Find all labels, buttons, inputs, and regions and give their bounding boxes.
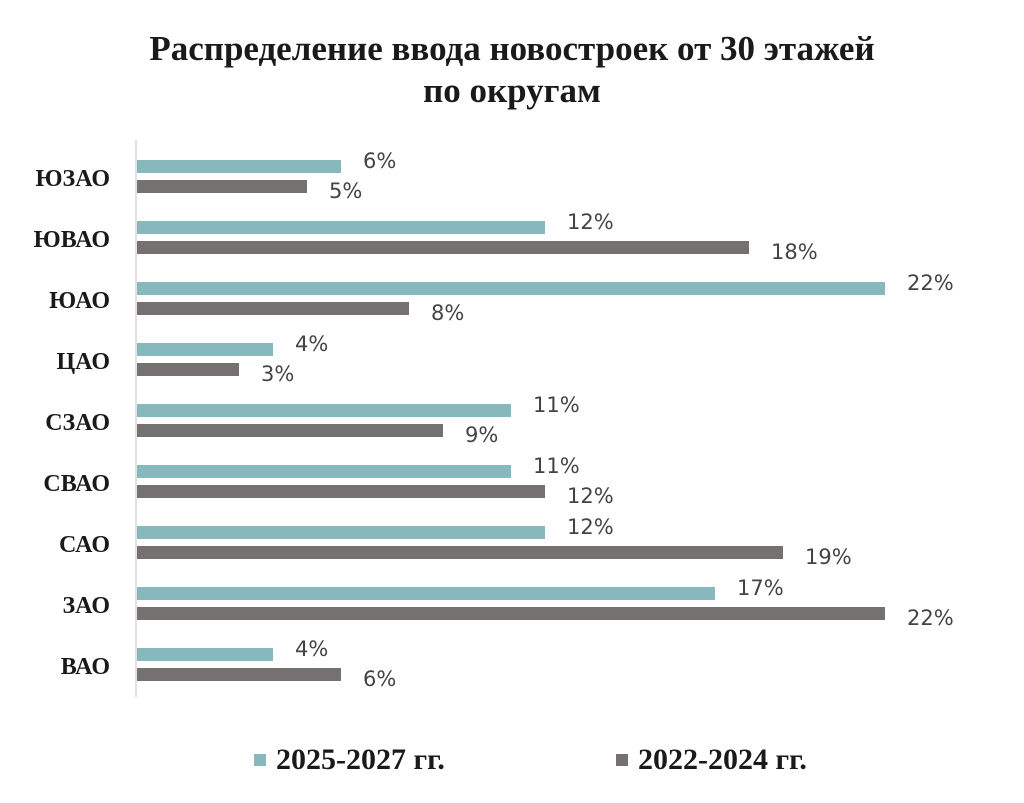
data-label-сао-series-1: 12% — [567, 515, 614, 539]
data-label-цао-series-1: 4% — [295, 332, 328, 356]
legend-item-2022-2024: 2022-2024 гг. — [616, 738, 807, 782]
bar-свао-series-1 — [137, 465, 511, 478]
category-label-вао: ВАО — [61, 654, 110, 680]
chart-title: Распределение ввода новостроек от 30 эта… — [0, 28, 1024, 112]
legend-swatch-2025-2027 — [254, 754, 266, 766]
bar-свао-series-2 — [137, 485, 545, 498]
category-label-зао: ЗАО — [63, 593, 110, 619]
data-label-сзао-series-2: 9% — [465, 423, 498, 447]
bar-сзао-series-1 — [137, 404, 511, 417]
bar-юзао-series-2 — [137, 180, 307, 193]
category-label-юао: ЮАО — [49, 288, 110, 314]
legend-label-2022-2024: 2022-2024 гг. — [638, 743, 807, 776]
bar-зао-series-2 — [137, 607, 885, 620]
data-label-зао-series-2: 22% — [907, 606, 954, 630]
bar-сао-series-2 — [137, 546, 783, 559]
bar-ювао-series-1 — [137, 221, 545, 234]
data-label-юзао-series-2: 5% — [329, 179, 362, 203]
bar-юао-series-2 — [137, 302, 409, 315]
data-label-вао-series-2: 6% — [363, 667, 396, 691]
bar-юзао-series-1 — [137, 160, 341, 173]
bar-ювао-series-2 — [137, 241, 749, 254]
bar-юао-series-1 — [137, 282, 885, 295]
category-label-ювао: ЮВАО — [34, 227, 110, 253]
bar-цао-series-1 — [137, 343, 273, 356]
data-label-свао-series-2: 12% — [567, 484, 614, 508]
legend: 2025-2027 гг. 2022-2024 гг. — [0, 738, 1024, 782]
data-label-вао-series-1: 4% — [295, 637, 328, 661]
data-label-юао-series-2: 8% — [431, 301, 464, 325]
data-label-цао-series-2: 3% — [261, 362, 294, 386]
bar-зао-series-1 — [137, 587, 715, 600]
bar-chart: ЮЗАО6%5%ЮВАО12%18%ЮАО22%8%ЦАО4%3%СЗАО11%… — [34, 140, 954, 697]
bar-сао-series-1 — [137, 526, 545, 539]
bar-вао-series-1 — [137, 648, 273, 661]
data-label-свао-series-1: 11% — [533, 454, 580, 478]
bar-сзао-series-2 — [137, 424, 443, 437]
data-label-зао-series-1: 17% — [737, 576, 784, 600]
category-label-сзао: СЗАО — [45, 410, 110, 436]
bar-вао-series-2 — [137, 668, 341, 681]
category-label-свао: СВАО — [43, 471, 110, 497]
data-label-сзао-series-1: 11% — [533, 393, 580, 417]
chart-title-line-2: по округам — [423, 71, 601, 110]
legend-label-2025-2027: 2025-2027 гг. — [276, 743, 445, 776]
data-label-юзао-series-1: 6% — [363, 149, 396, 173]
data-label-ювао-series-2: 18% — [771, 240, 818, 264]
bar-цао-series-2 — [137, 363, 239, 376]
data-label-юао-series-1: 22% — [907, 271, 954, 295]
data-label-ювао-series-1: 12% — [567, 210, 614, 234]
category-label-цао: ЦАО — [57, 349, 110, 375]
legend-swatch-2022-2024 — [616, 754, 628, 766]
data-label-сао-series-2: 19% — [805, 545, 852, 569]
legend-item-2025-2027: 2025-2027 гг. — [254, 738, 445, 782]
category-label-юзао: ЮЗАО — [36, 166, 111, 192]
chart-title-line-1: Распределение ввода новостроек от 30 эта… — [149, 29, 875, 68]
category-label-сао: САО — [59, 532, 110, 558]
